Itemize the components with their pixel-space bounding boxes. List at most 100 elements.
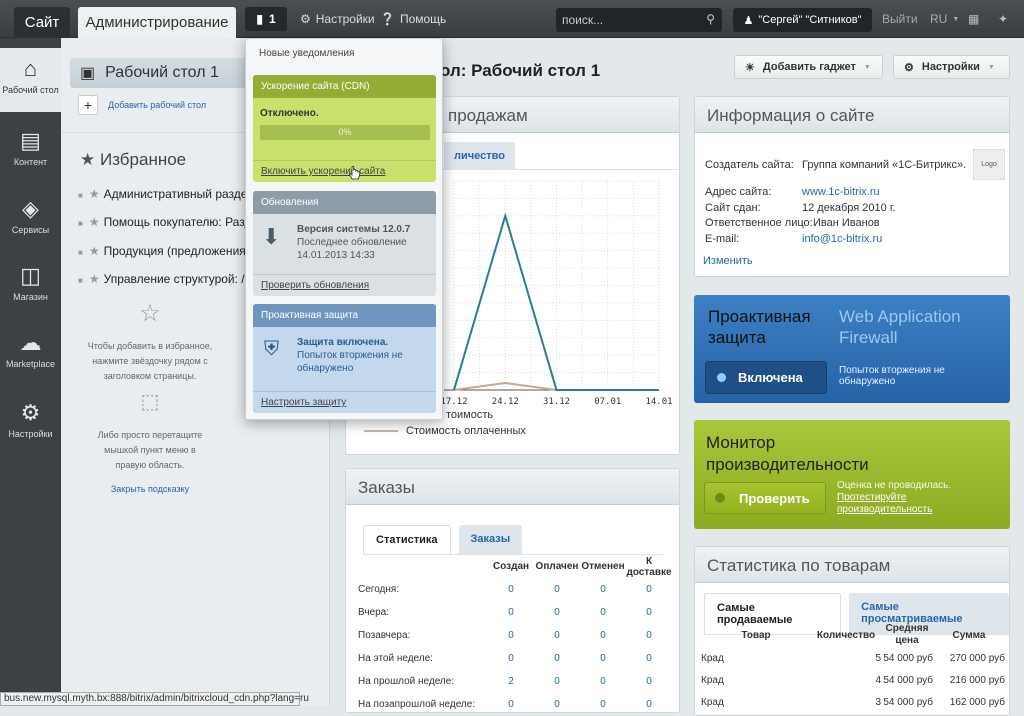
chevron-down-icon: ▼ [988, 64, 995, 71]
order-count[interactable]: 0 [580, 647, 626, 670]
favorite-item[interactable]: ■★Продукция (предложения): Р [78, 244, 264, 258]
check-updates-link[interactable]: Проверить обновления [261, 280, 369, 291]
cdn-progress-bar: 0% [260, 125, 430, 140]
add-gadget-button[interactable]: ☀Добавить гаджет▼ [734, 55, 883, 79]
order-count[interactable]: 0 [488, 693, 534, 716]
order-count[interactable]: 0 [626, 624, 672, 647]
add-desktop[interactable]: + Добавить рабочий стол [78, 95, 206, 115]
logout-link[interactable]: Выйти [882, 12, 918, 26]
order-count[interactable]: 0 [488, 601, 534, 624]
product-cell: 5 [811, 647, 881, 669]
user-button[interactable]: ♟"Сергей" "Ситников" [733, 8, 872, 32]
order-count[interactable]: 0 [626, 647, 672, 670]
pin-icon[interactable]: ✦ [998, 12, 1008, 26]
favorite-item[interactable]: ■★Административный раздел [78, 187, 254, 201]
star-icon[interactable]: ★ [89, 215, 100, 229]
product-cell: 4 [811, 669, 881, 691]
nav-desktop[interactable]: ⌂Рабочий стол [0, 48, 61, 112]
star-icon[interactable]: ★ [89, 187, 100, 201]
calendar-icon[interactable]: ▦ [968, 12, 979, 26]
enable-cdn-link[interactable]: Включить ускорение сайта [261, 166, 385, 177]
cdn-progress-label: 0% [338, 127, 351, 137]
favorite-item[interactable]: ■★Управление структурой: /abo [78, 272, 265, 286]
order-count[interactable]: 0 [580, 670, 626, 693]
order-count[interactable]: 0 [534, 624, 580, 647]
admin-tab[interactable]: Администрирование [78, 7, 236, 38]
perf-note-text: Оценка не проводилась. [837, 480, 951, 491]
monitor-icon: ▣ [80, 63, 95, 83]
order-count[interactable]: 0 [626, 578, 672, 601]
order-count[interactable]: 2 [488, 670, 534, 693]
gear-icon: ⚙ [904, 61, 914, 74]
cdn-status: Отключено. [260, 108, 319, 119]
notifications-button[interactable]: ▮1 [245, 7, 287, 31]
close-hint-link[interactable]: Закрыть подсказку [111, 484, 189, 494]
column-header: Средняя цена [881, 623, 933, 647]
waf-enabled-button[interactable]: Включена [705, 361, 827, 394]
site-tab[interactable]: Сайт [14, 7, 70, 38]
x-tick-label: 31.12 [543, 397, 570, 407]
nav-settings[interactable]: ⚙Настройки [0, 400, 61, 439]
waf-subtitle: Web Application Firewall [839, 306, 989, 348]
site-info-gadget: Информация о сайте Создатель сайта: Груп… [694, 96, 1010, 277]
language-select[interactable]: RU▼ [930, 12, 959, 26]
favorite-item[interactable]: ■★Помощь покупателю: Раздел [78, 215, 265, 229]
nav-label: Рабочий стол [2, 85, 59, 95]
product-cell: Крад [701, 691, 811, 713]
shield-icon: ⛨ [264, 338, 279, 361]
x-tick-label: 17.12 [440, 397, 467, 407]
order-count[interactable]: 0 [488, 624, 534, 647]
order-count[interactable]: 0 [534, 693, 580, 716]
hand-cursor-icon [349, 166, 361, 182]
nav-marketplace[interactable]: ☁Marketplace [0, 330, 61, 369]
search-input[interactable]: поиск...⚲ [556, 8, 722, 32]
tab-statistics[interactable]: Статистика [363, 525, 451, 554]
nav-services[interactable]: ◈Сервисы [0, 196, 61, 235]
order-count[interactable]: 0 [534, 647, 580, 670]
order-count[interactable]: 0 [580, 601, 626, 624]
nav-content[interactable]: ▤Контент [0, 128, 61, 167]
order-count[interactable]: 0 [534, 578, 580, 601]
order-count[interactable]: 0 [626, 670, 672, 693]
site-info-title: Информация о сайте [695, 97, 1009, 133]
favorite-label: Управление структурой: /abo [104, 272, 265, 286]
popup-title: Новые уведомления [259, 48, 354, 59]
star-icon[interactable]: ★ [89, 244, 100, 258]
order-count[interactable]: 0 [488, 647, 534, 670]
tab-quantity[interactable]: личество [444, 142, 515, 170]
favorite-label: Помощь покупателю: Раздел [104, 215, 265, 229]
order-count[interactable]: 0 [534, 670, 580, 693]
order-count[interactable]: 0 [488, 578, 534, 601]
order-count[interactable]: 0 [580, 578, 626, 601]
configure-security-link[interactable]: Настроить защиту [261, 397, 346, 408]
address-link[interactable]: www.1c-bitrix.ru [802, 186, 880, 198]
settings-button[interactable]: ⚙Настройки▼ [893, 55, 1010, 79]
edit-link[interactable]: Изменить [703, 255, 753, 267]
waf-title: Проактивная защита [708, 306, 828, 348]
search-icon[interactable]: ⚲ [706, 12, 715, 26]
order-count[interactable]: 0 [626, 601, 672, 624]
help-icon: ❔ [380, 12, 395, 26]
perf-title: Монитор производительности [706, 432, 906, 476]
order-count[interactable]: 0 [580, 624, 626, 647]
nav-shop[interactable]: ◫Магазин [0, 263, 61, 302]
star-icon[interactable]: ★ [89, 272, 100, 286]
desktop-label: Рабочий стол 1 [105, 64, 219, 82]
order-count[interactable]: 0 [626, 693, 672, 716]
check-performance-button[interactable]: Проверить [704, 482, 826, 514]
plus-icon[interactable]: + [78, 95, 98, 115]
order-count[interactable]: 0 [534, 601, 580, 624]
order-count[interactable]: 0 [580, 693, 626, 716]
add-desktop-link[interactable]: Добавить рабочий стол [108, 100, 206, 110]
test-performance-link[interactable]: Протестируйте производительность [837, 492, 932, 515]
email-link[interactable]: info@1c-bitrix.ru [802, 233, 882, 245]
tab-orders[interactable]: Заказы [459, 525, 523, 554]
settings-link[interactable]: ⚙Настройки [300, 12, 375, 26]
nav-label: Контент [14, 157, 47, 167]
help-link[interactable]: ❔Помощь [380, 12, 446, 26]
